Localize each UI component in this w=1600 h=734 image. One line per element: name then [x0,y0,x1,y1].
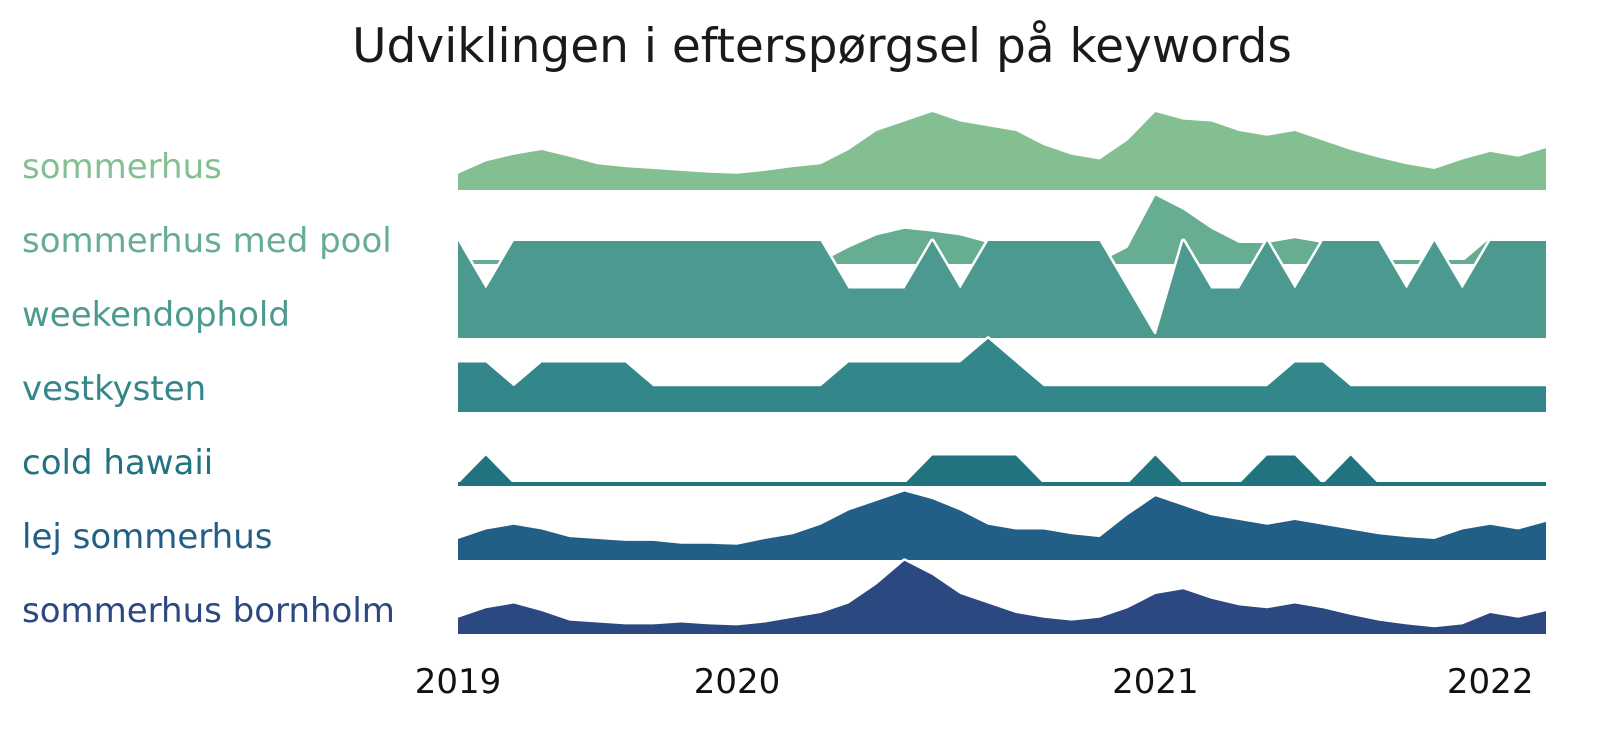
x-tick-label: 2020 [694,662,781,702]
ridge-area [455,453,1549,487]
ridge-area [455,336,1549,413]
ridge-cold-hawaii [455,453,1549,487]
series-label: sommerhus bornholm [22,591,395,631]
ridge-lej-sommerhus [455,489,1549,561]
ridges [455,109,1549,635]
series-labels: sommerhus sommerhus med pool weekendophold… [22,147,395,631]
x-tick-label: 2022 [1447,662,1534,702]
series-label: weekendophold [22,295,290,335]
x-axis: 2019 2020 2021 2022 [415,662,1534,702]
ridge-area [455,558,1549,635]
series-label: cold hawaii [22,443,213,483]
series-label: sommerhus med pool [22,221,392,261]
ridge-area [455,489,1549,561]
ridge-weekendophold [455,238,1549,339]
series-label: sommerhus [22,147,222,187]
x-tick-label: 2021 [1112,662,1199,702]
ridge-vestkysten [455,336,1549,413]
series-label: lej sommerhus [22,517,272,557]
chart-title: Udviklingen i efterspørgsel på keywords [352,19,1292,74]
ridge-area [455,238,1549,339]
x-tick-label: 2019 [415,662,502,702]
ridge-sommerhus-bornholm [455,558,1549,635]
ridge-area [455,109,1549,191]
series-label: vestkysten [22,369,206,409]
ridge-sommerhus [455,109,1549,191]
